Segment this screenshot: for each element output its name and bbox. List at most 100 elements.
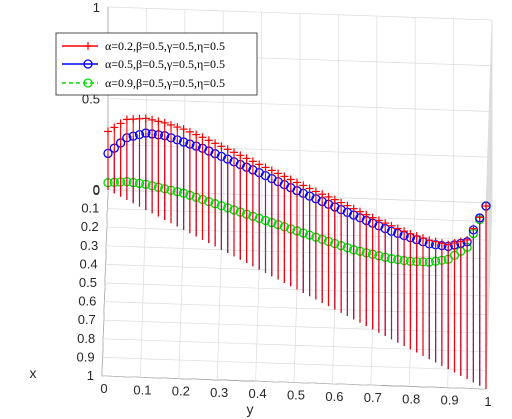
marker-1-33 — [311, 187, 320, 196]
grid-floor-y-8 — [408, 200, 416, 387]
grid-side-zm-0 — [485, 157, 493, 344]
grid-floor-y-0 — [101, 189, 109, 377]
marker-1-42 — [368, 213, 377, 222]
marker-1-11 — [173, 123, 182, 132]
data-series — [103, 114, 491, 389]
legend-entry-2: α=0.5,β=0.5,γ=0.5,η=0.5 — [62, 57, 225, 71]
x-tick-label-9: 0.9 — [77, 349, 95, 364]
grid-side-z-0 — [485, 202, 493, 390]
marker-1-17 — [211, 139, 220, 148]
y-tick-label-4: 0.4 — [249, 386, 267, 401]
x-tick-label-8: 0.8 — [77, 331, 95, 346]
y-tick-label-8: 0.8 — [402, 391, 420, 406]
legend-entry-3: α=0.9,β=0.5,γ=0.5,η=0.5 — [62, 76, 225, 90]
marker-1-38 — [343, 201, 352, 210]
marker-1-36 — [330, 195, 339, 204]
legend-marker-1 — [84, 42, 92, 50]
marker-1-32 — [305, 184, 314, 193]
legend-marker-3 — [83, 78, 93, 88]
y-tick-label-10: 1 — [484, 394, 491, 409]
marker-1-55 — [450, 239, 459, 248]
marker-1-26 — [267, 166, 276, 175]
marker-1-6 — [141, 114, 150, 123]
y-tick-label-6: 0.6 — [325, 389, 343, 404]
marker-1-18 — [217, 142, 226, 151]
marker-1-52 — [431, 237, 440, 246]
marker-1-2 — [116, 119, 125, 128]
marker-1-0 — [104, 127, 112, 136]
x-tick-label-1: 0.1 — [81, 201, 99, 216]
grid-side-z-1 — [485, 111, 493, 298]
marker-1-37 — [337, 198, 346, 207]
marker-1-13 — [185, 127, 194, 136]
marker-1-53 — [437, 239, 446, 248]
marker-1-51 — [425, 236, 434, 245]
marker-1-39 — [349, 204, 358, 213]
y-tick-label-0: 0 — [100, 381, 107, 396]
y-tick-label-7: 0.7 — [364, 390, 382, 405]
marker-1-59 — [475, 213, 484, 222]
marker-1-47 — [400, 227, 409, 236]
x-tick-label-0: 0 — [93, 182, 100, 197]
x-tick-label-4: 0.4 — [80, 256, 98, 271]
marker-1-31 — [299, 181, 308, 190]
y-tick-label-9: 0.9 — [441, 393, 459, 408]
marker-1-43 — [374, 216, 383, 225]
marker-1-49 — [412, 232, 421, 241]
marker-1-56 — [456, 237, 465, 246]
marker-1-8 — [154, 117, 163, 126]
marker-1-25 — [261, 163, 270, 172]
x-axis-label: x — [30, 365, 37, 381]
marker-1-21 — [236, 151, 245, 160]
legend-entry-1: α=0.2,β=0.5,γ=0.5,η=0.5 — [62, 39, 225, 53]
marker-1-14 — [192, 130, 201, 139]
marker-1-15 — [198, 133, 207, 142]
marker-1-19 — [223, 145, 232, 154]
marker-1-54 — [444, 240, 453, 249]
marker-1-24 — [255, 160, 264, 169]
tick-labels: 00.10.20.30.40.50.60.70.80.910 0.1 0.2 0.3 0… — [77, 0, 492, 409]
x-tick-label-7: 0.7 — [78, 312, 96, 327]
x-tick-label-2: 0.2 — [81, 219, 99, 234]
marker-1-60 — [482, 202, 490, 210]
legend-sample-1 — [62, 42, 98, 50]
marker-1-22 — [242, 154, 251, 163]
y-tick-label-2: 0.2 — [172, 384, 190, 399]
grid-floor-y-7 — [370, 199, 378, 386]
grid-floor-y-6 — [332, 197, 339, 384]
marker-1-10 — [167, 120, 175, 129]
marker-1-23 — [248, 157, 257, 166]
marker-1-41 — [362, 210, 371, 219]
legend-marker-2 — [83, 59, 93, 69]
y-tick-label-5: 0.5 — [287, 388, 305, 403]
marker-1-9 — [160, 118, 169, 127]
legend: α=0.2,β=0.5,γ=0.5,η=0.5 α=0.5,β=0.5,γ=0.… — [55, 32, 258, 96]
marker-1-48 — [406, 229, 415, 238]
marker-1-20 — [230, 148, 238, 157]
marker-1-50 — [419, 234, 427, 243]
x-tick-label-3: 0.3 — [80, 238, 98, 253]
legend-sample-2 — [62, 59, 98, 69]
marker-1-16 — [204, 136, 213, 145]
marker-1-45 — [387, 221, 396, 230]
legend-label-2: α=0.5,β=0.5,γ=0.5,η=0.5 — [105, 57, 225, 71]
marker-1-29 — [286, 175, 295, 184]
grid-floor-y-1 — [140, 191, 147, 378]
series-1 — [104, 114, 490, 389]
grid-back-z-1 — [107, 98, 493, 112]
marker-1-34 — [318, 190, 327, 199]
z-tick-label-0: 0 — [93, 183, 100, 198]
marker-1-40 — [356, 207, 364, 216]
x-tick-label-10: 1 — [87, 368, 94, 383]
legend-label-1: α=0.2,β=0.5,γ=0.5,η=0.5 — [105, 39, 225, 53]
z-tick-label-2: 1 — [93, 0, 100, 15]
marker-1-58 — [469, 224, 478, 233]
marker-1-30 — [293, 178, 301, 187]
grid-side-z-2 — [485, 19, 493, 207]
x-tick-label-5: 0.5 — [79, 275, 97, 290]
y-tick-label-3: 0.3 — [210, 385, 228, 400]
y-tick-label-1: 0.1 — [133, 382, 151, 397]
marker-1-35 — [324, 192, 333, 201]
legend-sample-3 — [62, 78, 98, 88]
marker-1-28 — [280, 172, 289, 181]
